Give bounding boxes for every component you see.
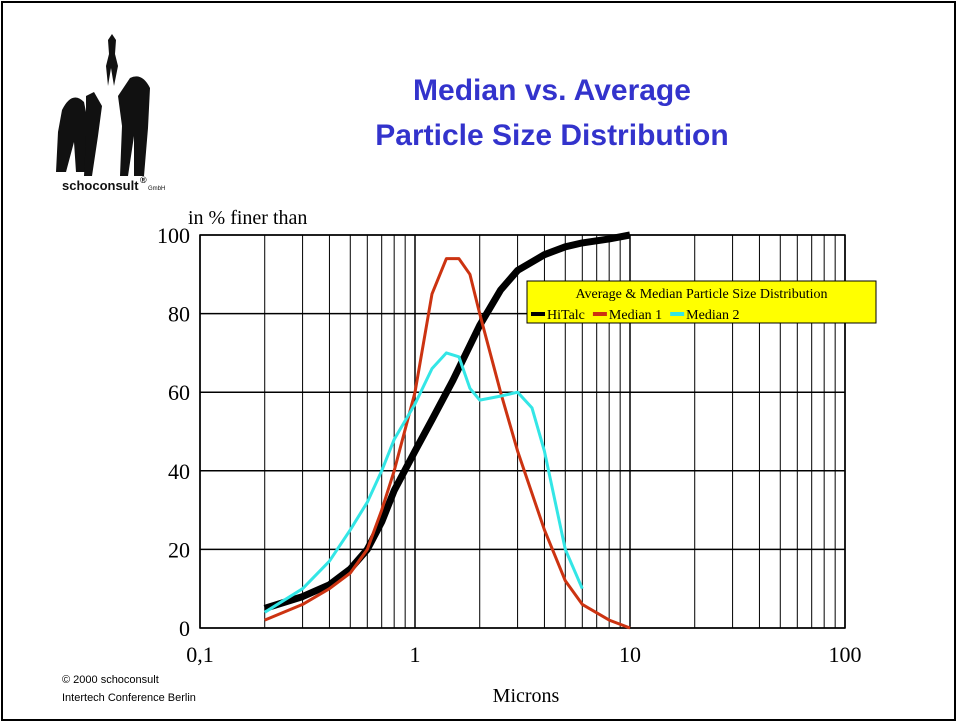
x-tick-label: 0,1 [186,642,214,667]
chart-title: Median vs. Average [413,74,691,107]
x-tick-label: 100 [829,642,862,667]
legend-label: Median 1 [609,308,662,323]
y-tick-label: 0 [179,616,190,641]
series-line [263,351,584,614]
y-tick-label: 20 [168,537,190,562]
logo-suffix: GmbH [148,186,165,192]
y-axis-label: in % finer than [188,207,307,229]
series-line [264,257,631,630]
footer: © 2000 schoconsult [62,674,159,686]
y-tick-label: 60 [168,380,190,405]
footer: Intertech Conference Berlin [62,692,196,704]
legend-label: Median 2 [686,308,739,323]
y-tick-label: 80 [168,302,190,327]
legend-box [526,280,877,324]
logo: schoconsult ® GmbH [56,34,165,193]
x-axis-label: Microns [493,685,560,707]
legend: Average & Median Particle Size Distribut… [526,280,877,324]
x-tick-label: 1 [410,642,421,667]
y-tick-label: 100 [157,223,190,248]
legend-label: HiTalc [547,308,585,323]
series-line [263,231,631,612]
x-tick-label: 10 [619,642,641,667]
chart-title: Particle Size Distribution [375,119,728,152]
logo-mark: ® [140,175,147,185]
logo-name: schoconsult [62,178,139,193]
y-tick-label: 40 [168,459,190,484]
legend-title: Average & Median Particle Size Distribut… [575,287,827,302]
